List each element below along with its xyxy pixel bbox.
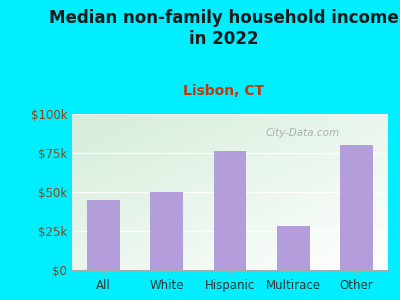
- Bar: [87, 200, 120, 270]
- Bar: [277, 226, 310, 270]
- Text: City-Data.com: City-Data.com: [266, 128, 340, 138]
- Bar: [340, 145, 373, 270]
- Text: Median non-family household income
in 2022: Median non-family household income in 20…: [49, 9, 399, 49]
- Bar: [150, 192, 183, 270]
- Bar: [214, 152, 246, 270]
- Text: Lisbon, CT: Lisbon, CT: [184, 84, 264, 98]
